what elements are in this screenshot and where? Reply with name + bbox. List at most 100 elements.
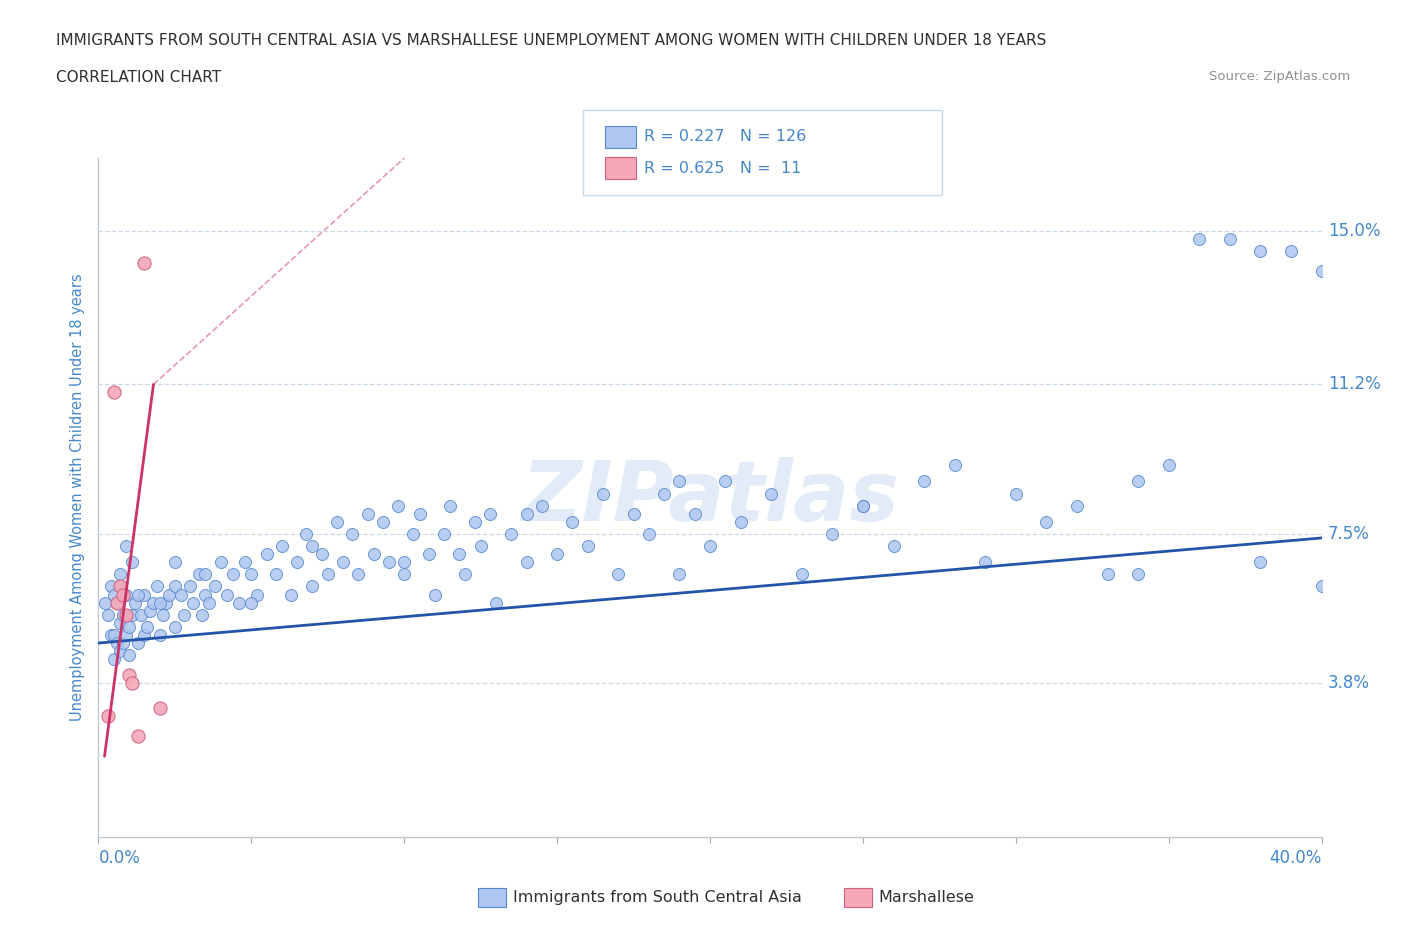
Point xyxy=(215,587,238,602)
Point xyxy=(1279,244,1302,259)
Point xyxy=(197,595,219,610)
Point xyxy=(163,555,186,570)
Point xyxy=(852,498,875,513)
Point xyxy=(108,616,131,631)
Point xyxy=(163,579,186,594)
Point xyxy=(449,547,471,562)
Point xyxy=(316,567,339,582)
Point xyxy=(852,498,875,513)
Point xyxy=(240,567,263,582)
Point xyxy=(311,547,333,562)
Point xyxy=(222,567,245,582)
Point xyxy=(115,628,138,643)
Point xyxy=(115,538,138,553)
Point xyxy=(105,595,128,610)
Point xyxy=(173,607,195,622)
Point xyxy=(228,595,250,610)
Text: 7.5%: 7.5% xyxy=(1327,525,1369,543)
Point xyxy=(402,526,425,541)
Point xyxy=(1310,264,1333,279)
Point xyxy=(392,555,416,570)
Point xyxy=(1035,514,1057,529)
Text: Immigrants from South Central Asia: Immigrants from South Central Asia xyxy=(513,890,801,905)
Point xyxy=(301,579,323,594)
Point xyxy=(108,579,131,594)
Point xyxy=(637,526,661,541)
Point xyxy=(790,567,813,582)
Point xyxy=(179,579,201,594)
Point xyxy=(1219,232,1241,246)
Point xyxy=(149,700,172,715)
Point xyxy=(1128,474,1150,489)
Point xyxy=(118,619,141,634)
Point xyxy=(912,474,935,489)
Point xyxy=(301,538,323,553)
Point xyxy=(108,644,131,658)
Point xyxy=(93,595,115,610)
Point xyxy=(111,607,134,622)
Point xyxy=(256,547,278,562)
Point xyxy=(439,498,461,513)
Point xyxy=(418,547,440,562)
Point xyxy=(100,579,122,594)
Point xyxy=(1066,498,1088,513)
Point xyxy=(139,604,162,618)
Point xyxy=(134,256,156,271)
Point xyxy=(194,587,217,602)
Point xyxy=(152,607,174,622)
Point xyxy=(974,555,997,570)
Point xyxy=(233,555,256,570)
Point xyxy=(592,486,614,501)
Point xyxy=(470,538,492,553)
Point xyxy=(356,506,378,521)
Text: 0.0%: 0.0% xyxy=(98,849,141,867)
Point xyxy=(118,647,141,662)
Point xyxy=(100,628,122,643)
Point xyxy=(127,635,149,650)
Point xyxy=(668,474,690,489)
Point xyxy=(485,595,508,610)
Point xyxy=(121,676,143,691)
Text: IMMIGRANTS FROM SOUTH CENTRAL ASIA VS MARSHALLESE UNEMPLOYMENT AMONG WOMEN WITH : IMMIGRANTS FROM SOUTH CENTRAL ASIA VS MA… xyxy=(56,33,1046,47)
Point xyxy=(108,567,131,582)
Point xyxy=(246,587,269,602)
Point xyxy=(1249,555,1271,570)
Text: Marshallese: Marshallese xyxy=(879,890,974,905)
Point xyxy=(209,555,232,570)
Point xyxy=(1310,579,1333,594)
Point xyxy=(478,506,501,521)
Point xyxy=(326,514,349,529)
Point xyxy=(240,595,263,610)
Point xyxy=(121,607,143,622)
Text: CORRELATION CHART: CORRELATION CHART xyxy=(56,70,221,85)
Point xyxy=(1097,567,1119,582)
Point xyxy=(105,595,128,610)
Text: 3.8%: 3.8% xyxy=(1327,674,1369,693)
Point xyxy=(157,587,180,602)
Point xyxy=(149,628,172,643)
Text: R = 0.227   N = 126: R = 0.227 N = 126 xyxy=(644,129,806,144)
Point xyxy=(105,635,128,650)
Point xyxy=(1004,486,1026,501)
Point xyxy=(103,652,125,667)
Point xyxy=(759,486,782,501)
Text: Source: ZipAtlas.com: Source: ZipAtlas.com xyxy=(1209,70,1350,83)
Point xyxy=(683,506,706,521)
Point xyxy=(97,709,120,724)
Point xyxy=(103,587,125,602)
Point xyxy=(108,579,131,594)
Point xyxy=(264,567,287,582)
Point xyxy=(623,506,645,521)
Point xyxy=(181,595,204,610)
Point xyxy=(730,514,752,529)
Point xyxy=(204,579,226,594)
Point xyxy=(943,458,966,472)
Point xyxy=(454,567,477,582)
Point xyxy=(714,474,737,489)
Text: 11.2%: 11.2% xyxy=(1327,376,1381,393)
Point xyxy=(134,628,156,643)
Point xyxy=(501,526,523,541)
Point xyxy=(111,635,134,650)
Text: ZIPatlas: ZIPatlas xyxy=(522,457,898,538)
Point xyxy=(1157,458,1180,472)
